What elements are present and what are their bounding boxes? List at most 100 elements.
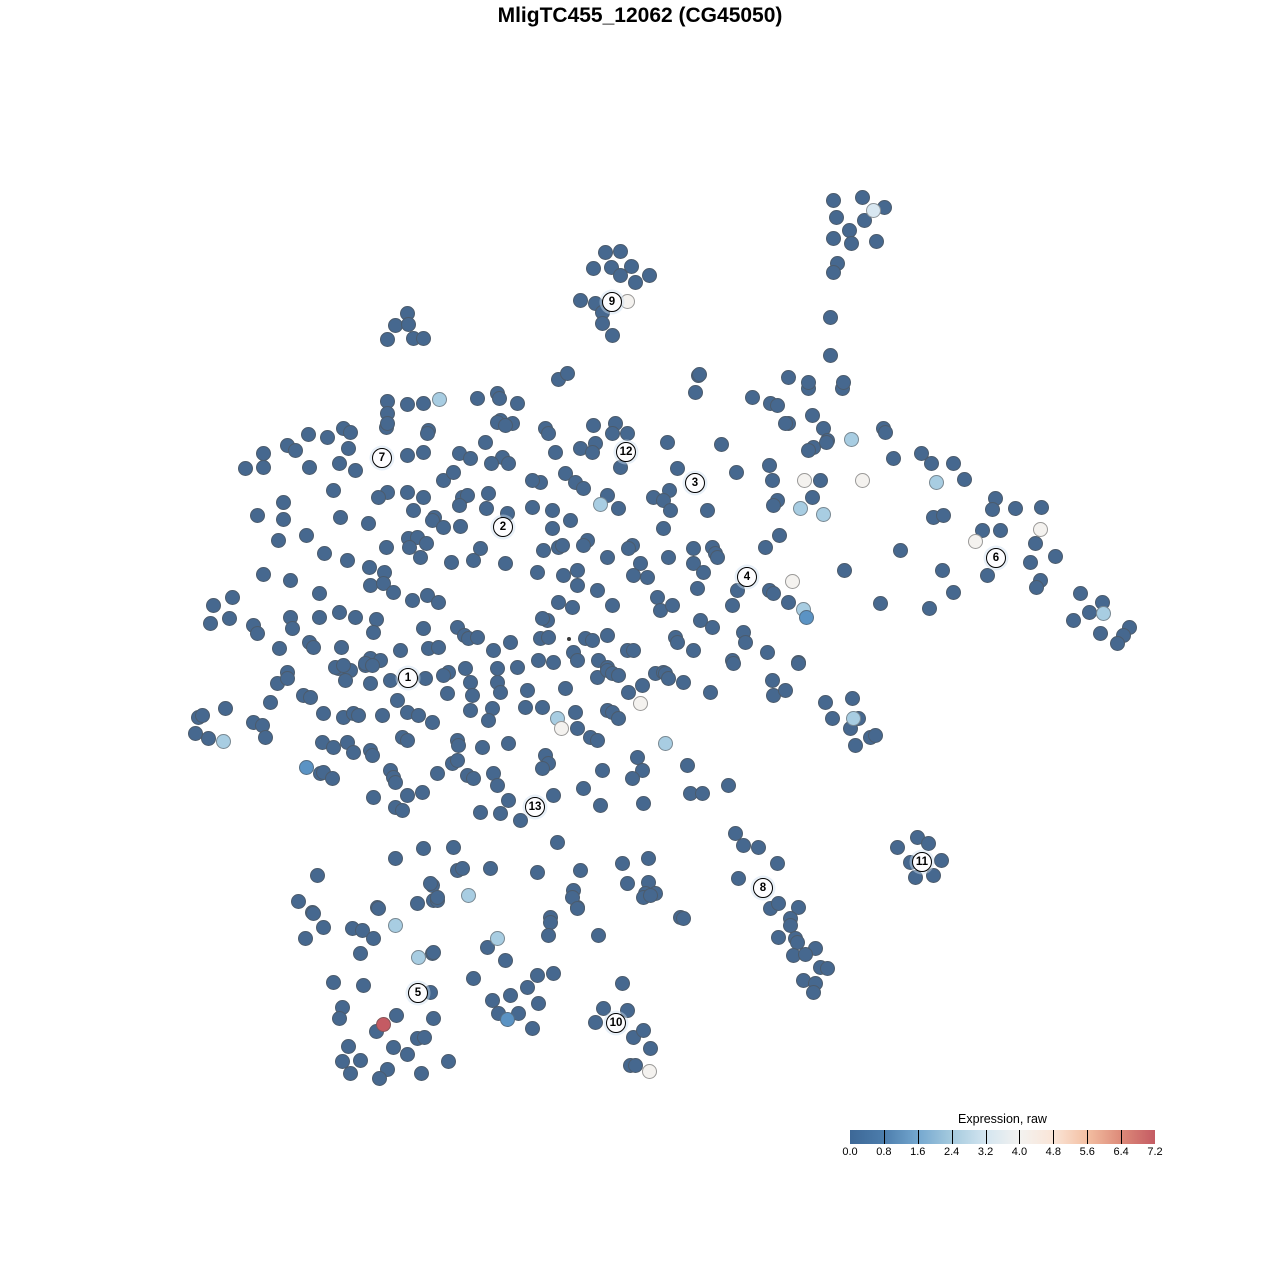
data-point (340, 440, 356, 456)
data-point (771, 527, 787, 543)
cluster-label-1: 1 (398, 668, 418, 688)
data-point (385, 584, 401, 600)
data-point (379, 331, 395, 347)
data-point (620, 540, 636, 556)
data-point (342, 1065, 358, 1081)
data-point (728, 464, 744, 480)
cluster-label-11: 11 (912, 852, 932, 872)
data-point (512, 812, 528, 828)
data-point (804, 489, 820, 505)
data-point (445, 464, 461, 480)
data-point (720, 777, 736, 793)
data-point (564, 599, 580, 615)
data-point (843, 235, 859, 251)
data-point (360, 515, 376, 531)
data-point (784, 573, 800, 589)
data-point (569, 577, 585, 593)
data-point (415, 840, 431, 856)
data-point (625, 642, 641, 658)
data-point (699, 502, 715, 518)
data-point (255, 445, 271, 461)
data-point (669, 460, 685, 476)
data-point (956, 471, 972, 487)
data-point (1047, 548, 1063, 564)
colorbar-tick (985, 1130, 987, 1144)
data-point (660, 549, 676, 565)
data-point (724, 597, 740, 613)
data-point (385, 1039, 401, 1055)
data-point (339, 552, 355, 568)
data-point (569, 900, 585, 916)
data-point (624, 770, 640, 786)
data-point (777, 415, 793, 431)
data-point (619, 875, 635, 891)
data-point (979, 567, 995, 583)
data-point (451, 497, 467, 513)
data-point (350, 707, 366, 723)
data-point (474, 739, 490, 755)
data-point (365, 930, 381, 946)
data-point (331, 604, 347, 620)
data-point (347, 609, 363, 625)
data-point (271, 640, 287, 656)
colorbar-tick (1121, 1130, 1123, 1144)
data-point (604, 597, 620, 613)
data-point (410, 707, 426, 723)
colorbar-tick (883, 1130, 885, 1144)
cluster-label-8: 8 (753, 878, 773, 898)
cluster-label-10: 10 (606, 1013, 626, 1033)
data-point (430, 594, 446, 610)
data-point (365, 789, 381, 805)
data-point (780, 594, 796, 610)
data-point (669, 634, 685, 650)
data-point (770, 895, 786, 911)
data-point (418, 535, 434, 551)
colorbar-tick (917, 1130, 919, 1144)
data-point (435, 667, 451, 683)
data-point (854, 472, 870, 488)
data-point (657, 735, 673, 751)
cluster-label-6: 6 (986, 548, 1006, 568)
cluster-label-5: 5 (408, 983, 428, 1003)
data-point (364, 747, 380, 763)
data-point (478, 500, 494, 516)
data-point (892, 542, 908, 558)
data-point (659, 434, 675, 450)
data-point (415, 395, 431, 411)
cluster-label-2: 2 (493, 517, 513, 537)
data-point (217, 700, 233, 716)
data-point (559, 365, 575, 381)
data-point (287, 442, 303, 458)
data-point (399, 1046, 415, 1062)
data-point (534, 610, 550, 626)
data-point (614, 855, 630, 871)
data-point (872, 595, 888, 611)
data-point (375, 1016, 391, 1032)
data-point (662, 502, 678, 518)
data-point (300, 426, 316, 442)
data-point (764, 472, 780, 488)
data-point (205, 597, 221, 613)
colorbar-tick-label: 1.6 (910, 1146, 926, 1158)
data-point (925, 867, 941, 883)
data-point (585, 417, 601, 433)
data-point (224, 589, 240, 605)
data-point (439, 685, 455, 701)
data-point (540, 927, 556, 943)
data-point (534, 699, 550, 715)
data-point (371, 1070, 387, 1086)
data-point (545, 787, 561, 803)
data-point (709, 549, 725, 565)
data-point (769, 855, 785, 871)
data-point (545, 654, 561, 670)
data-point (362, 675, 378, 691)
data-point (394, 802, 410, 818)
data-point (642, 887, 658, 903)
data-point (933, 852, 949, 868)
data-point (305, 905, 321, 921)
data-point (737, 634, 753, 650)
data-point (610, 710, 626, 726)
data-point (530, 652, 546, 668)
